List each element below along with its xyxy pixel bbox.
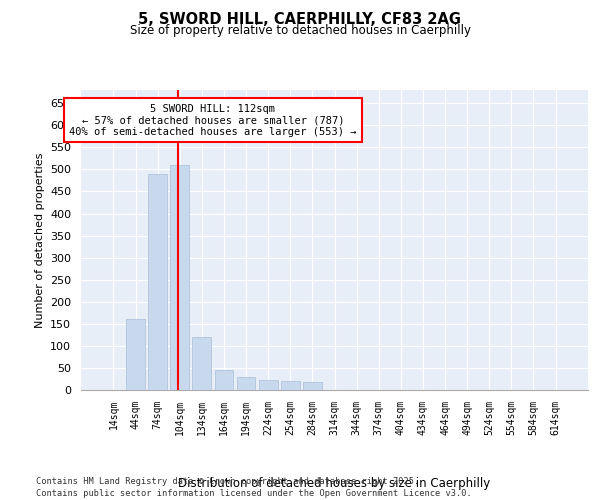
Bar — [126, 320, 145, 390]
Bar — [259, 380, 278, 390]
Bar — [215, 370, 233, 390]
Bar — [148, 174, 167, 390]
Text: 5, SWORD HILL, CAERPHILLY, CF83 2AG: 5, SWORD HILL, CAERPHILLY, CF83 2AG — [139, 12, 461, 28]
Bar — [170, 165, 189, 390]
Bar — [236, 377, 256, 390]
X-axis label: Distribution of detached houses by size in Caerphilly: Distribution of detached houses by size … — [178, 476, 491, 490]
Y-axis label: Number of detached properties: Number of detached properties — [35, 152, 44, 328]
Bar — [281, 381, 299, 390]
Text: Contains HM Land Registry data © Crown copyright and database right 2025.
Contai: Contains HM Land Registry data © Crown c… — [36, 476, 472, 498]
Bar — [193, 337, 211, 390]
Text: Size of property relative to detached houses in Caerphilly: Size of property relative to detached ho… — [130, 24, 470, 37]
Bar — [303, 382, 322, 390]
Text: 5 SWORD HILL: 112sqm
← 57% of detached houses are smaller (787)
40% of semi-deta: 5 SWORD HILL: 112sqm ← 57% of detached h… — [69, 104, 356, 136]
